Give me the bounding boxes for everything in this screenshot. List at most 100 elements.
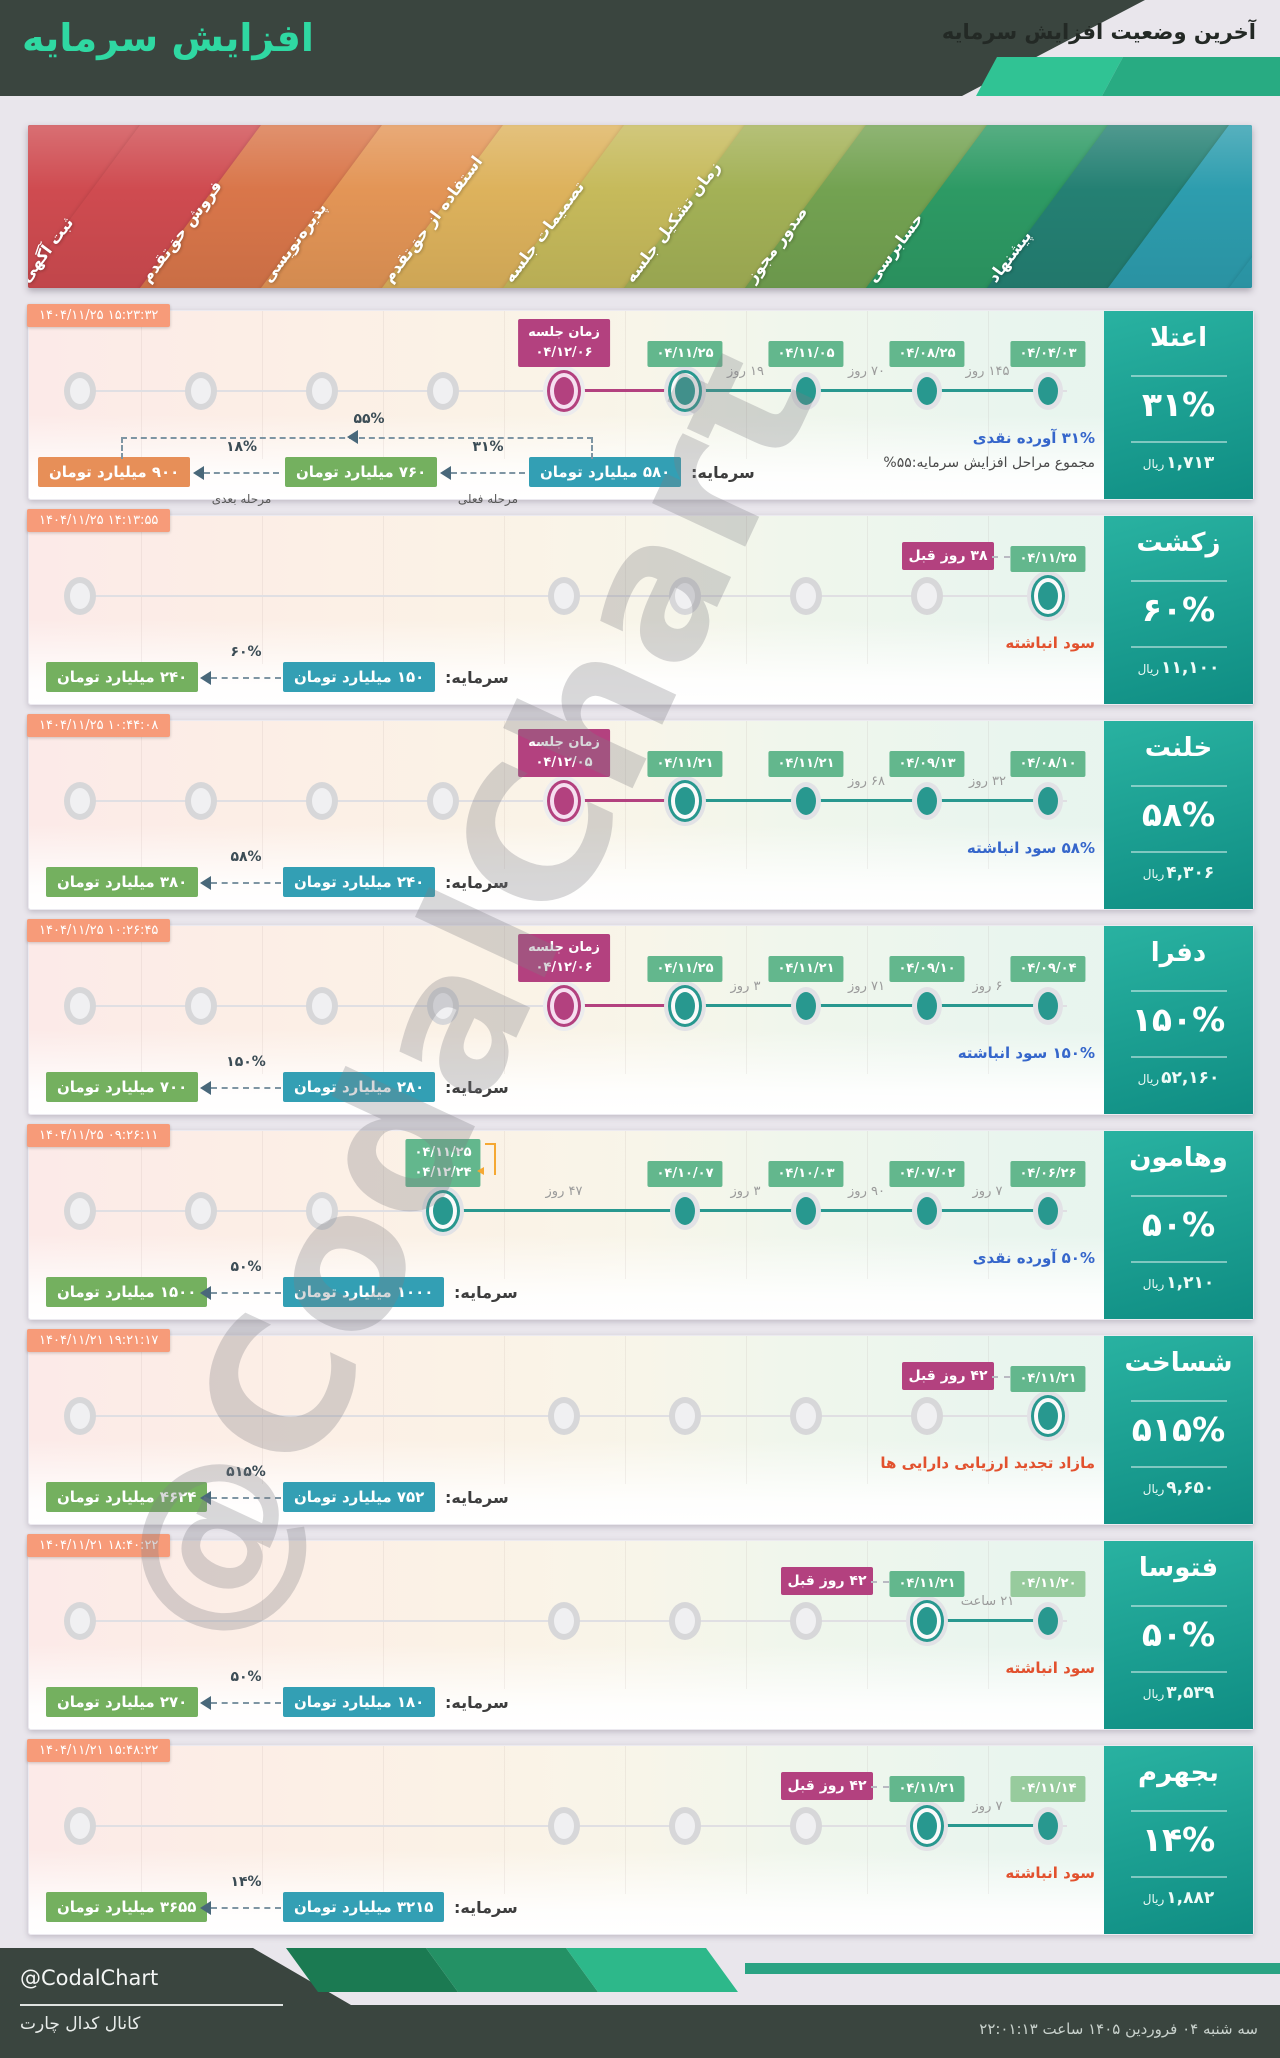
stage-dot-inactive xyxy=(185,372,217,410)
stage-dot-inactive xyxy=(64,577,96,615)
column-separator xyxy=(987,1541,989,1689)
panel-divider xyxy=(1130,1056,1227,1058)
days-ago-badge: ۳۸ روز قبل xyxy=(902,542,994,570)
company-price: ۵۲,۱۶۰ ریال xyxy=(1104,1068,1253,1088)
column-separator xyxy=(866,1541,868,1689)
stage-dot-inactive xyxy=(185,782,217,820)
footer-datetime: سه شنبه ۰۴ فروردین ۱۴۰۵ ساعت ۲۲:۰۱:۱۳ xyxy=(979,2020,1258,2038)
meeting-badge-title: زمان جلسه xyxy=(528,735,600,750)
price-value: ۱,۸۸۲ xyxy=(1166,1888,1215,1908)
date-badge: ۰۴/۱۱/۲۵ xyxy=(647,956,723,982)
amount-box: ۲۷۰ میلیارد تومان xyxy=(46,1687,199,1717)
price-unit: ریال xyxy=(1142,457,1165,471)
column-separator xyxy=(140,1746,142,1894)
company-name: وهامون xyxy=(1129,1143,1228,1173)
timeline-segment xyxy=(685,1004,1048,1007)
page-title: افزایش سرمایه xyxy=(22,16,314,60)
company-panel: خلنت ۵۸% ۴,۳۰۶ ریال xyxy=(1104,721,1253,909)
column-separator xyxy=(503,1336,505,1484)
status-text: مجموع مراحل افزایش سرمایه:۵۵% xyxy=(883,455,1095,471)
arrow-sublabel: مرحله فعلی xyxy=(457,492,519,506)
column-separator xyxy=(866,1336,868,1484)
company-name: اعتلا xyxy=(1149,323,1208,353)
arrow-head-icon xyxy=(200,1081,211,1095)
panel-divider xyxy=(1130,1261,1227,1263)
total-percent: ۵۵% xyxy=(353,411,385,427)
stage-dot-inactive xyxy=(64,1192,96,1230)
stage-dot-inactive xyxy=(306,372,338,410)
column-separator xyxy=(140,1131,142,1279)
arrow-dashed-line xyxy=(211,882,281,884)
status-text: سود انباشته xyxy=(1005,1864,1095,1882)
price-unit: ریال xyxy=(1142,1687,1165,1701)
amount-box: ۳۶۵۵ میلیارد تومان xyxy=(46,1892,208,1922)
ago-connector xyxy=(992,556,1010,558)
panel-divider xyxy=(1130,1876,1227,1878)
status-text: سود انباشته xyxy=(1005,1659,1095,1677)
arrow-head-icon xyxy=(440,466,451,480)
stage-dot xyxy=(791,987,821,1025)
stage-dot-inactive xyxy=(911,577,943,615)
column-separator xyxy=(503,926,505,1074)
stage-dot xyxy=(1033,1807,1063,1845)
company-card: ۱۴۰۴/۱۱/۲۵ ۱۰:۲۶:۴۵ زمان جلسه ۰۴/۱۲/۰۶ ۰۴/۱… xyxy=(27,919,1254,1115)
day-count-label: ۳۲ روز xyxy=(969,774,1006,789)
stages-banner: ثبت آگهی فروش حق‌تقدم پذیره‌نویسی استفاده ا… xyxy=(28,125,1252,288)
arrow-head-icon xyxy=(200,876,211,890)
stage-dot-inactive xyxy=(548,1397,580,1435)
date-badge: ۰۴/۰۴/۰۳ xyxy=(1010,341,1086,367)
stage-dot-inactive xyxy=(790,1397,822,1435)
stage-dot xyxy=(912,372,942,410)
column-separator xyxy=(261,1746,263,1894)
column-separator xyxy=(140,721,142,869)
column-separator xyxy=(261,1336,263,1484)
arrow-head-icon xyxy=(200,1286,211,1300)
day-count-label: ۹۰ روز xyxy=(848,1184,885,1199)
arrow-dashed-line xyxy=(211,1292,281,1294)
company-percent: ۵۸% xyxy=(1141,795,1216,834)
arrow-dashed-line xyxy=(211,1497,281,1499)
stage-dot-inactive xyxy=(427,372,459,410)
capital-label: سرمایه: xyxy=(445,1693,509,1712)
footer-deco-bar xyxy=(745,1963,1280,1974)
current-stage-dot xyxy=(671,783,699,819)
panel-divider xyxy=(1130,580,1227,582)
stage-dot-inactive xyxy=(64,1602,96,1640)
stage-dot-inactive xyxy=(669,577,701,615)
day-count-label: ۷ روز xyxy=(972,1184,1003,1199)
capital-label: سرمایه: xyxy=(445,1078,509,1097)
column-separator xyxy=(382,516,384,664)
meeting-badge: زمان جلسه ۰۴/۱۲/۰۵ xyxy=(518,729,610,777)
stage-dot-inactive xyxy=(427,782,459,820)
stage-dot-inactive xyxy=(64,782,96,820)
arrow-percent: ۵۱۵% xyxy=(226,1464,266,1480)
current-stage-dot xyxy=(429,1193,457,1229)
column-separator xyxy=(866,926,868,1074)
stage-dot-inactive xyxy=(669,1397,701,1435)
timestamp-badge: ۱۴۰۴/۱۱/۲۱ ۱۵:۴۸:۲۲ xyxy=(27,1739,171,1762)
arrow-dashed-line xyxy=(204,472,279,474)
company-price: ۱۱,۱۰۰ ریال xyxy=(1104,658,1253,678)
capital-label: سرمایه: xyxy=(445,1488,509,1507)
price-value: ۹,۶۵۰ xyxy=(1166,1478,1215,1498)
ago-connector xyxy=(992,1376,1010,1378)
company-panel: اعتلا ۳۱% ۱,۷۱۳ ریال xyxy=(1104,311,1253,499)
stage-dot-inactive xyxy=(185,1192,217,1230)
amount-box: ۷۶۰ میلیارد تومان xyxy=(285,457,438,487)
date-badge: ۰۴/۱۱/۲۱ xyxy=(768,956,844,982)
arrow-percent: ۶۰% xyxy=(230,644,262,660)
company-card: ۱۴۰۴/۱۱/۲۵ ۱۴:۱۳:۵۵ ۰۴/۱۱/۲۵ ۳۸ روز قبل سود… xyxy=(27,509,1254,705)
stage-dot-inactive xyxy=(306,1192,338,1230)
column-separator xyxy=(261,311,263,459)
company-card: ۱۴۰۴/۱۱/۲۵ ۰۹:۲۶:۱۱ ۰۴/۱۱/۲۵ ۰۴/۱۲/۲۴ ۰۴/۱۰… xyxy=(27,1124,1254,1320)
current-stage-dot xyxy=(1034,578,1062,614)
days-ago-badge: ۴۲ روز قبل xyxy=(781,1772,873,1800)
day-count-label: ۶۸ روز xyxy=(848,774,885,789)
stage-dot-inactive xyxy=(64,987,96,1025)
column-separator xyxy=(261,926,263,1074)
company-card: ۱۴۰۴/۱۱/۲۱ ۱۹:۲۱:۱۷ ۰۴/۱۱/۲۱ ۴۲ روز قبل ماز… xyxy=(27,1329,1254,1525)
company-price: ۱,۸۸۲ ریال xyxy=(1104,1888,1253,1908)
header-dark-band: افزایش سرمایه xyxy=(0,0,1145,96)
company-percent: ۶۰% xyxy=(1141,590,1216,629)
column-separator xyxy=(624,926,626,1074)
